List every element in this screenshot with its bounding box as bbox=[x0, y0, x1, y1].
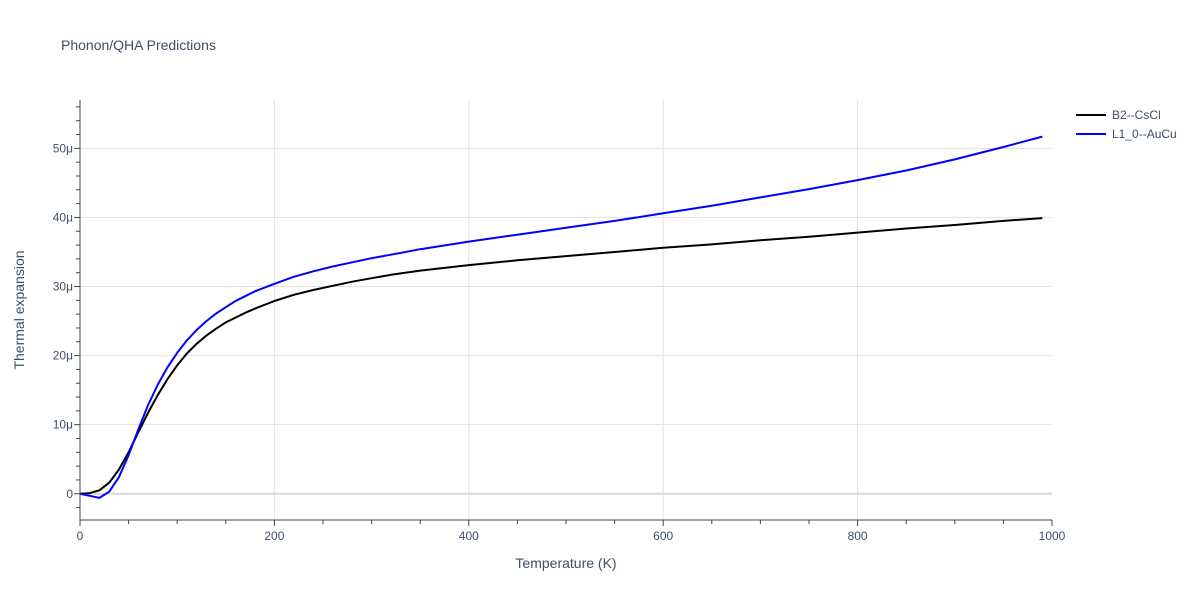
axes: 0 200 400 600 800 1000 0 10μ 20μ 30μ 40μ 50μ bbox=[53, 100, 1066, 543]
y-tick-label: 0 bbox=[66, 487, 73, 501]
x-tick-label: 800 bbox=[848, 529, 868, 543]
x-tick-label: 200 bbox=[264, 529, 284, 543]
legend-label: B2--CsCl bbox=[1112, 108, 1161, 122]
x-axis-title: Temperature (K) bbox=[515, 555, 616, 571]
x-tick-label: 1000 bbox=[1039, 529, 1066, 543]
series-line-1 bbox=[79, 217, 1043, 495]
series-line-2 bbox=[79, 135, 1043, 499]
grid bbox=[80, 100, 1052, 520]
series-lines bbox=[79, 135, 1043, 499]
x-tick-label: 600 bbox=[653, 529, 673, 543]
y-tick-label: 30μ bbox=[53, 280, 73, 294]
y-tick-label: 50μ bbox=[53, 141, 73, 155]
legend: B2--CsCl L1_0--AuCu bbox=[1076, 108, 1177, 141]
x-tick-label: 400 bbox=[459, 529, 479, 543]
y-axis-title: Thermal expansion bbox=[11, 250, 27, 369]
y-tick-label: 10μ bbox=[53, 418, 73, 432]
chart-title: Phonon/QHA Predictions bbox=[61, 37, 216, 53]
x-tick-label: 0 bbox=[77, 529, 84, 543]
legend-label: L1_0--AuCu bbox=[1112, 127, 1177, 141]
y-tick-label: 40μ bbox=[53, 210, 73, 224]
y-tick-label: 20μ bbox=[53, 349, 73, 363]
